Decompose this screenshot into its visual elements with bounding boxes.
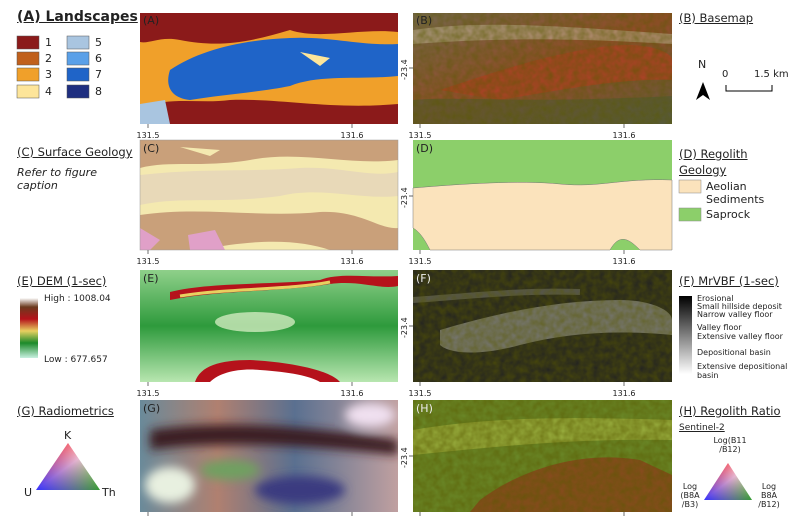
map-radiometrics [140, 400, 398, 512]
x-tick-label: 131.6 [340, 389, 364, 398]
map-mrvbf [413, 270, 672, 382]
legend-label: 2 [45, 52, 52, 65]
map-basemap [413, 13, 672, 124]
ramp-label: Extensive depositional basin [697, 362, 788, 380]
ramp-label: Valley floor [697, 323, 742, 332]
y-tick-label: -23.4 [400, 447, 409, 468]
map-dem [140, 270, 398, 382]
ramp-label: Depositional basin [697, 348, 771, 357]
ramp-label: Narrow valley floor [697, 310, 773, 319]
corner-label: Log B8A /B12) [758, 482, 780, 509]
x-tick-label: 131.5 [408, 257, 432, 266]
legend-label: Aeolian Sediments [706, 180, 765, 206]
map-regolith-ratio [413, 400, 672, 512]
corner-label: K [64, 429, 72, 442]
panel-label: (B) [416, 14, 433, 27]
corner-label: Th [102, 486, 116, 499]
map-landscapes [140, 13, 398, 124]
y-tick-label: -23.4 [400, 317, 409, 338]
scale-label: 1.5 km [754, 69, 789, 80]
map-surface-geology [140, 140, 398, 250]
x-tick-label: 131.6 [340, 131, 364, 140]
title: (D) Regolith Geology [679, 147, 748, 177]
corner-label: U [24, 486, 33, 499]
legend-label: 3 [45, 68, 52, 81]
ramp-label: Erosional [697, 294, 734, 303]
regolith-swatches [678, 179, 702, 222]
x-tick-label: 131.6 [612, 131, 636, 140]
y-tick-label: -23.4 [400, 59, 409, 80]
title: (G) Radiometrics [17, 404, 114, 418]
panel-label: (E) [143, 272, 159, 285]
panel-label: (A) [143, 14, 160, 27]
map-regolith-geology [412, 140, 673, 251]
note: Refer to figure caption [17, 166, 97, 192]
panel-label: (G) [143, 402, 161, 415]
ramp-label: Low : 677.657 [44, 355, 108, 365]
title: (A) Landscapes [17, 9, 138, 25]
ramp-label: Extensive valley floor [697, 332, 783, 341]
ramp-label: Small hillside deposit [697, 302, 782, 311]
corner-label: Log (B8A /B3) [680, 482, 700, 509]
title: (H) Regolith Ratio [679, 404, 781, 418]
x-tick-label: 131.5 [136, 257, 160, 266]
title: (E) DEM (1-sec) [17, 274, 107, 288]
title: (F) MrVBF (1-sec) [679, 274, 779, 288]
subtitle: Sentinel-2 [679, 423, 725, 433]
panel-label: (C) [143, 142, 160, 155]
legend-label: 5 [95, 36, 102, 49]
x-tick-label: 131.5 [408, 389, 432, 398]
title: (B) Basemap [679, 11, 754, 25]
x-tick-label: 131.6 [340, 257, 364, 266]
legend-label: 7 [95, 68, 102, 81]
x-tick-label: 131.5 [136, 131, 160, 140]
legend-label: 4 [45, 85, 52, 98]
landscape-swatches [16, 35, 90, 99]
legend-label: 8 [95, 85, 102, 98]
tick-marks [147, 67, 625, 516]
x-tick-label: 131.6 [612, 257, 636, 266]
mrvbf-color-ramp [679, 296, 692, 374]
rgb-triangles [36, 443, 752, 500]
panel-label: (F) [416, 272, 431, 285]
panel-label: (H) [416, 402, 433, 415]
corner-label: Log(B11 /B12) [713, 436, 747, 454]
y-tick-label: -23.4 [400, 187, 409, 208]
legend-label: Saprock [706, 208, 751, 221]
dem-color-ramp [20, 298, 38, 358]
ramp-label: High : 1008.04 [44, 294, 111, 304]
x-tick-label: 131.5 [136, 389, 160, 398]
x-tick-label: 131.5 [408, 131, 432, 140]
north-arrow-scale [696, 82, 773, 100]
legend-label: 6 [95, 52, 102, 65]
scale-label: 0 [722, 69, 729, 80]
legend-label: 1 [45, 36, 52, 49]
title: (C) Surface Geology [17, 145, 133, 159]
x-tick-label: 131.6 [612, 389, 636, 398]
north-label: N [698, 58, 707, 71]
panel-label: (D) [416, 142, 434, 155]
